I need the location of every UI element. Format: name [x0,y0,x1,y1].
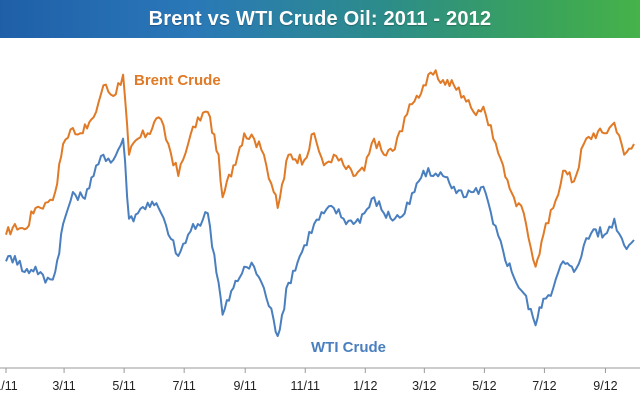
x-tick-label: 7/12 [532,379,556,393]
x-tick-label: 7/11 [172,379,195,393]
series-label-wti: WTI Crude [311,339,386,356]
series-line-brent [5,69,635,268]
x-tick-label: 11/11 [291,379,320,393]
x-tick-label: 9/12 [593,379,617,393]
line-chart: 1/11 3/11 5/11 7/11 9/11 11/11 1/12 3/12 5/12 7/1… [0,69,640,393]
series-lines [5,69,635,337]
x-axis-labels: 1/11 3/11 5/11 7/11 9/11 11/11 1/12 3/12 5/12 7/1… [0,379,618,393]
x-tick-label: 3/12 [412,379,436,393]
series-line-wti [5,137,635,337]
chart-title: Brent vs WTI Crude Oil: 2011 - 2012 [148,7,492,30]
x-tick-label: 9/11 [233,379,256,393]
x-tick-label: 3/11 [52,379,75,393]
x-axis-ticks [5,368,606,373]
x-tick-label: 5/12 [472,379,496,393]
x-tick-label: 5/11 [112,379,135,393]
x-tick-label: 1/11 [0,379,18,393]
x-tick-label: 1/12 [353,379,377,393]
series-label-brent: Brent Crude [134,72,221,89]
title-bar: Brent vs WTI Crude Oil: 2011 - 2012 [0,0,640,38]
